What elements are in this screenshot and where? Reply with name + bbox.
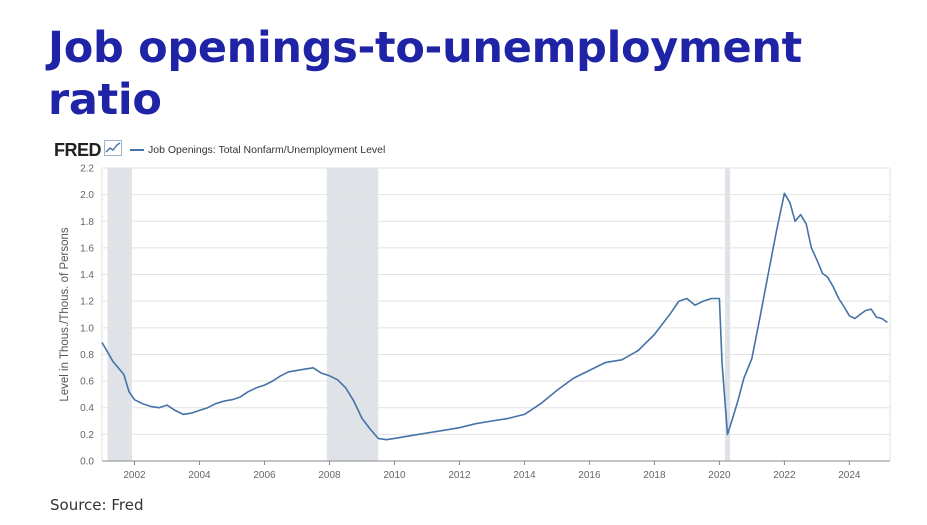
recession-band-3 <box>724 168 731 461</box>
x-tick-label: 2008 <box>318 470 341 481</box>
slide-title: Job openings-to-unemployment ratio <box>48 23 802 125</box>
y-axis-label: Level in Thous./Thous. of Persons <box>59 227 71 402</box>
x-tick-label: 2002 <box>123 470 146 481</box>
y-tick-label: 2.0 <box>80 190 94 201</box>
x-tick-label: 2012 <box>448 470 471 481</box>
recession-band-2 <box>326 168 379 461</box>
recession-bands <box>107 168 731 461</box>
y-tick-label: 1.8 <box>80 217 94 228</box>
legend-swatch <box>130 149 144 151</box>
chart-panel: FRED Job Openings: Total Nonfarm/Unemplo… <box>50 136 900 486</box>
source-note: Source: Fred <box>50 496 144 514</box>
x-tick-labels: 2002 2004 2006 2008 2010 2012 2014 2016 2018 2020… <box>123 461 861 481</box>
y-tick-label: 1.4 <box>80 270 94 281</box>
x-tick-label: 2006 <box>253 470 276 481</box>
gridlines <box>101 167 891 462</box>
x-tick-label: 2024 <box>838 470 861 481</box>
y-tick-label: 0.6 <box>80 377 94 388</box>
chart-line-icon <box>104 139 122 161</box>
y-tick-label: 0.0 <box>80 457 94 468</box>
fred-logo[interactable]: FRED <box>54 139 102 160</box>
x-tick-label: 2020 <box>708 470 731 481</box>
x-tick-label: 2018 <box>643 470 666 481</box>
line-chart: 0.0 0.2 0.4 0.6 0.8 1.0 1.2 1.4 1.6 1.8 2.0 2.2 200… <box>59 164 891 481</box>
legend-label: Job Openings: Total Nonfarm/Unemployment… <box>148 144 386 156</box>
y-tick-label: 1.0 <box>80 323 94 334</box>
x-tick-label: 2022 <box>773 470 796 481</box>
x-tick-label: 2014 <box>513 470 536 481</box>
x-tick-label: 2010 <box>383 470 406 481</box>
y-tick-label: 0.4 <box>80 403 94 414</box>
y-tick-label: 1.2 <box>80 297 94 308</box>
recession-band-1 <box>107 168 132 461</box>
y-tick-labels: 0.0 0.2 0.4 0.6 0.8 1.0 1.2 1.4 1.6 1.8 2.0 2.2 <box>80 164 94 468</box>
series-line-1 <box>101 192 888 441</box>
x-tick-label: 2004 <box>188 470 211 481</box>
y-tick-label: 0.8 <box>80 350 94 361</box>
y-tick-label: 1.6 <box>80 243 94 254</box>
fred-header: FRED Job Openings: Total Nonfarm/Unemplo… <box>54 139 386 161</box>
series-lines <box>101 192 888 441</box>
y-tick-label: 0.2 <box>80 430 94 441</box>
x-tick-label: 2016 <box>578 470 601 481</box>
y-tick-label: 2.2 <box>80 164 94 175</box>
